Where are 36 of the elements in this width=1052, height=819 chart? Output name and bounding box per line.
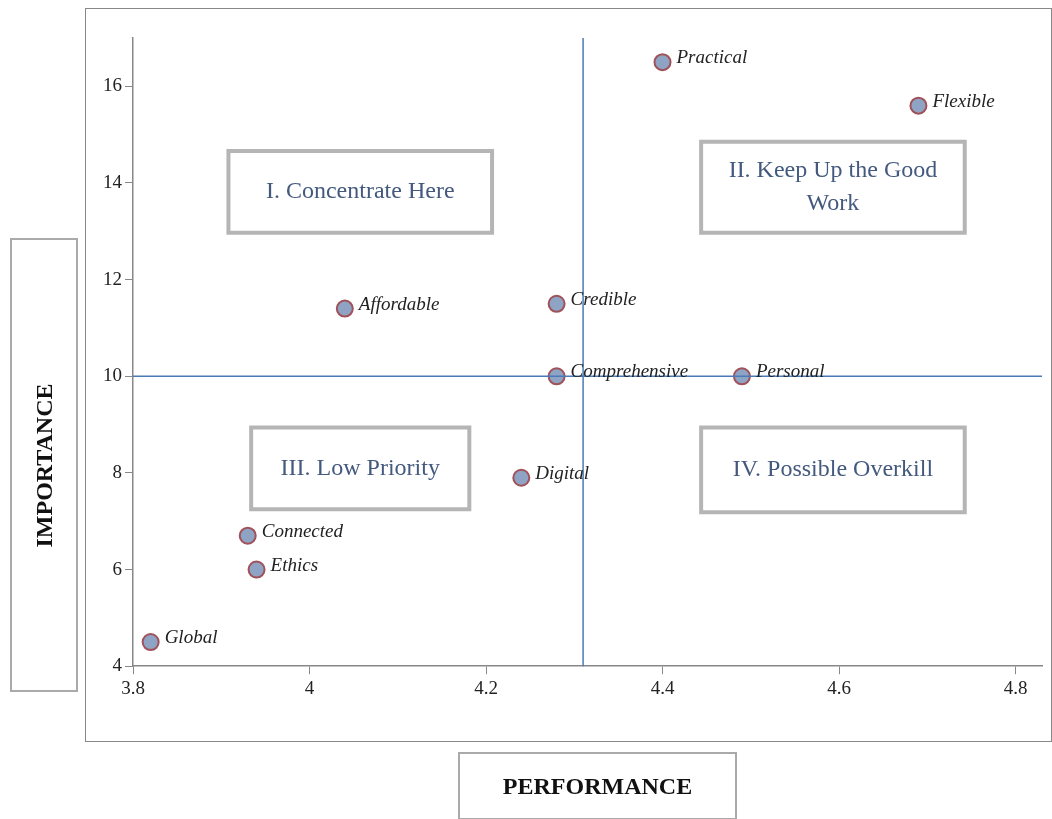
y-tick-label: 16 — [103, 74, 122, 96]
x-axis-title: PERFORMANCE — [458, 752, 737, 819]
x-tick-label: 4.4 — [650, 676, 675, 698]
annotation: I. Concentrate Here — [265, 177, 455, 204]
y-tick-label: 12 — [103, 267, 122, 289]
x-tick-label: 4.2 — [474, 676, 498, 698]
point — [335, 299, 354, 318]
y-tick-label: 14 — [103, 170, 123, 192]
y-tick-label: 6 — [112, 557, 122, 579]
series-label: Flexible — [931, 89, 995, 111]
point — [732, 367, 751, 386]
y-tick-label: 10 — [103, 364, 122, 386]
point — [653, 53, 672, 72]
x-tick-label: 4.6 — [827, 676, 851, 698]
annotation: II. Keep Up the Good Work — [728, 155, 938, 215]
point — [247, 560, 266, 579]
annotation: IV. Possible Overkill — [732, 455, 934, 482]
series-label: Practical — [675, 46, 748, 68]
point — [238, 526, 257, 545]
series-label: Global — [164, 626, 218, 648]
point — [909, 96, 928, 115]
series-label: Ethics — [269, 553, 319, 575]
series-label: Affordable — [356, 292, 440, 314]
x-tick-label: 3.8 — [121, 676, 145, 698]
point — [547, 294, 566, 313]
y-axis-title: IMPORTANCE — [30, 382, 58, 548]
x-tick-label: 4 — [304, 676, 315, 698]
series-label: Connected — [261, 519, 344, 541]
y-tick-label: 8 — [112, 460, 122, 482]
annotation: III. Low Priority — [280, 453, 440, 480]
series-label: Personal — [754, 360, 825, 382]
point — [512, 468, 531, 487]
x-tick-label: 4.8 — [1003, 676, 1028, 698]
point — [547, 367, 566, 386]
point — [141, 633, 160, 652]
y-tick-label: 4 — [112, 654, 123, 676]
